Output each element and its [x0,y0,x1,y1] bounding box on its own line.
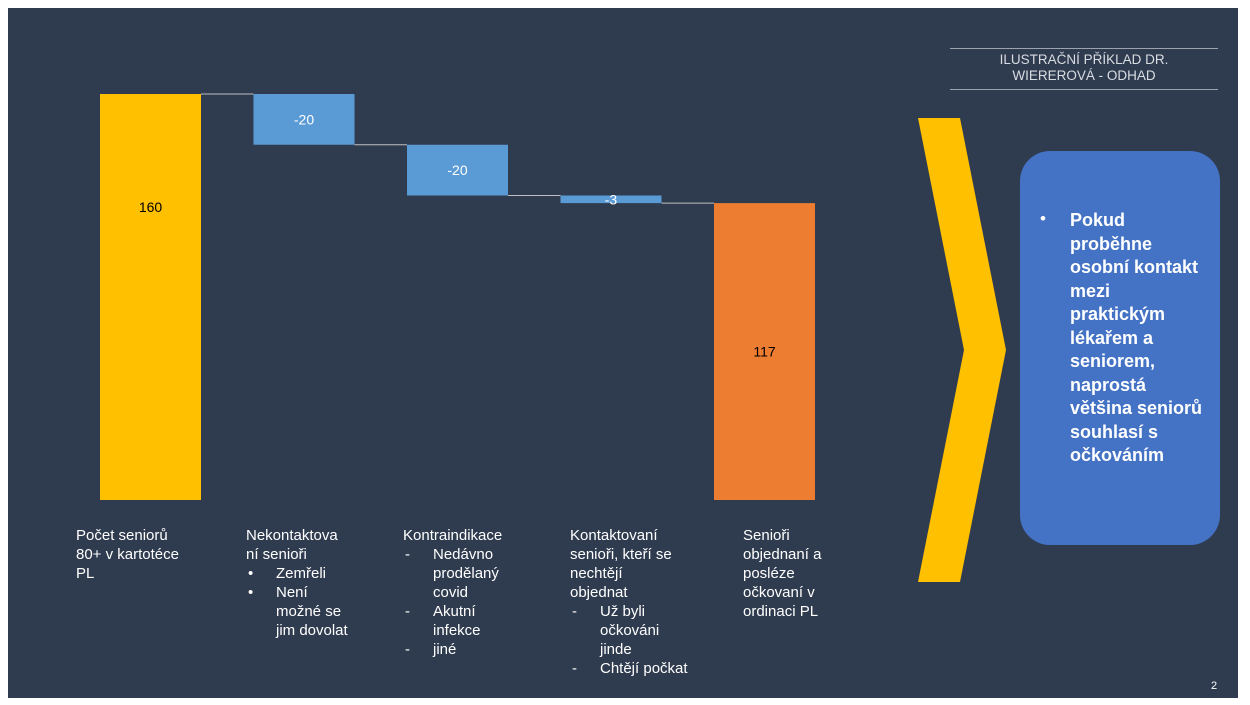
callout-text: Pokud proběhne osobní kontakt mezi prakt… [1070,210,1203,465]
dash-marker: - [572,660,577,677]
sub-item: - Chtějí počkat [570,659,688,678]
sub-item-text: Zemřeli [276,565,327,582]
sub-item-text: Už byli očkováni jinde [600,603,660,658]
bar-4 [560,195,662,204]
category-title: Nekontaktova ní senioři [246,527,338,563]
dash-marker: - [405,641,410,658]
chevron-arrow-icon [918,118,1006,582]
callout-box: • Pokud proběhne osobní kontakt mezi pra… [1020,151,1220,545]
category-label-1: Počet seniorů 80+ v kartotéce PL [76,526,179,583]
sub-item: - jiné [403,640,502,659]
bullet-marker: • [248,565,254,582]
category-title: Kontaktovaní senioři, kteří se nechtějí … [570,527,672,601]
sub-item-text: Chtějí počkat [600,660,688,677]
bullet-marker: • [1040,209,1046,228]
bar-2 [253,94,355,145]
category-label-5: Senioři objednaní a posléze očkovaní v o… [743,526,821,621]
data-label-2: -20 [294,111,314,127]
dash-marker: - [405,603,410,620]
data-label-1: 160 [139,199,163,215]
category-title: Kontraindikace [403,527,503,544]
illustration-note: ILUSTRAČNÍ PŘÍKLAD DR. WIEREROVÁ - ODHAD [950,48,1218,90]
sub-item-text: Není možné se jim dovolat [276,584,348,639]
sub-item-text: Akutní infekce [433,603,481,639]
sub-item-text: jiné [433,641,457,658]
page-number: 2 [1211,680,1218,692]
sub-item: • Zemřeli [246,564,348,583]
bar-5 [714,203,815,501]
sub-item: - Akutní infekce [403,602,502,640]
category-label-4: Kontaktovaní senioři, kteří se nechtějí … [570,526,688,678]
note-text: ILUSTRAČNÍ PŘÍKLAD DR. WIEREROVÁ - ODHAD [999,52,1169,83]
waterfall-chart: 160 -20 -20 -3 117 [100,93,815,501]
category-label-2: Nekontaktova ní senioři • Zemřeli • Není m… [246,526,348,640]
slide: 160 -20 -20 -3 117 Počet seniorů 80+ v karto… [8,8,1238,698]
dash-marker: - [572,603,577,620]
bar-1 [100,94,201,500]
data-label-5: 117 [753,344,776,360]
category-title: Senioři objednaní a posléze očkovaní v o… [743,527,822,620]
data-label-3: -20 [447,162,467,178]
divider [950,48,1218,49]
sub-item: • Není možné se jim dovolat [246,583,348,640]
sub-item: - Už byli očkováni jinde [570,602,688,659]
sub-item: - Nedávno prodělaný covid [403,545,502,602]
sub-item-text: Nedávno prodělaný covid [433,546,499,601]
divider [950,89,1218,90]
data-label-4: -3 [605,191,618,207]
category-title: Počet seniorů 80+ v kartotéce PL [76,527,179,582]
bullet-marker: • [248,584,254,601]
category-label-3: Kontraindikace - Nedávno prodělaný covid … [403,526,502,659]
dash-marker: - [405,546,410,563]
bar-3 [407,144,508,196]
